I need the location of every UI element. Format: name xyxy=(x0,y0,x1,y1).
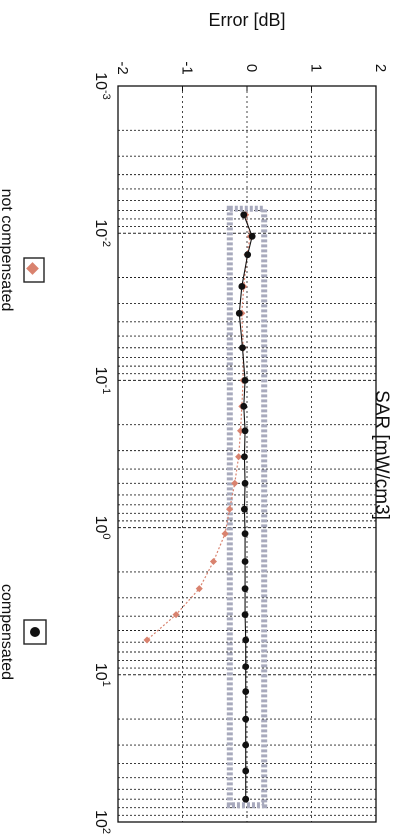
data-point-compensated xyxy=(242,715,250,723)
x-tick-exponent: 1 xyxy=(100,681,112,687)
data-point-not-compensated xyxy=(221,530,229,538)
data-point-not-compensated xyxy=(195,585,203,593)
x-tick-label: 10-3 xyxy=(92,72,112,100)
y-tick-label: 2 xyxy=(372,64,389,72)
data-point-compensated xyxy=(241,585,249,593)
x-tick-base: 10 xyxy=(92,219,109,237)
data-point-compensated xyxy=(241,530,249,538)
legend-label-not-compensated: not compensated xyxy=(0,189,15,312)
data-point-compensated xyxy=(244,251,252,259)
y-tick-label: 1 xyxy=(308,64,325,72)
data-point-compensated xyxy=(241,611,249,619)
x-tick-exponent: -1 xyxy=(100,384,112,394)
data-point-not-compensated xyxy=(231,479,239,487)
legend-marker-circle xyxy=(30,627,40,637)
data-point-compensated xyxy=(242,663,250,671)
x-tick-exponent: 2 xyxy=(100,828,112,834)
data-point-not-compensated xyxy=(226,505,234,513)
data-point-compensated xyxy=(241,453,248,461)
data-point-not-compensated xyxy=(172,611,180,619)
data-point-compensated xyxy=(241,479,249,487)
data-point-compensated xyxy=(241,558,249,565)
data-point-compensated xyxy=(242,636,250,644)
x-tick-exponent: -3 xyxy=(100,90,112,100)
x-tick-exponent: -2 xyxy=(100,237,112,247)
data-point-compensated xyxy=(241,427,249,435)
legend-not-compensated: not compensated xyxy=(0,189,45,312)
data-point-not-compensated xyxy=(235,453,243,461)
x-tick-label: 102 xyxy=(92,810,112,834)
data-point-compensated xyxy=(242,741,250,749)
x-axis-title: SAR [mW/cm3] xyxy=(371,390,392,520)
data-point-compensated xyxy=(239,344,246,352)
data-point-compensated xyxy=(242,688,250,695)
y-tick-label: -1 xyxy=(179,61,196,74)
data-point-compensated xyxy=(242,795,250,803)
data-point-not-compensated xyxy=(143,636,151,644)
data-point-compensated xyxy=(241,377,249,384)
data-point-compensated xyxy=(248,232,256,240)
data-point-compensated xyxy=(235,309,243,317)
data-point-not-compensated xyxy=(209,557,217,566)
x-tick-exponent: 0 xyxy=(100,533,112,539)
x-tick-label: 10-2 xyxy=(92,219,112,247)
uncertainty-band xyxy=(226,205,268,809)
data-point-compensated xyxy=(241,505,248,513)
data-point-compensated xyxy=(240,211,248,219)
x-tick-label: 10-1 xyxy=(92,367,112,395)
data-point-compensated xyxy=(240,402,248,410)
series-line-not-compensated xyxy=(146,214,251,641)
data-point-compensated xyxy=(238,283,246,290)
x-tick-label: 101 xyxy=(92,663,112,687)
y-axis-title: Error [dB] xyxy=(208,10,285,30)
y-tick-label: 0 xyxy=(243,64,260,72)
x-tick-base: 10 xyxy=(92,810,109,828)
legend-label-compensated: compensated xyxy=(0,584,15,680)
x-tick-label: 100 xyxy=(92,516,112,540)
x-tick-base: 10 xyxy=(92,516,109,534)
x-tick-base: 10 xyxy=(92,72,109,90)
y-tick-label: -2 xyxy=(114,61,131,74)
x-tick-base: 10 xyxy=(92,663,109,681)
data-point-compensated xyxy=(242,767,250,775)
legend-compensated: compensated xyxy=(0,584,47,680)
legend-marker-diamond xyxy=(26,262,39,275)
x-tick-base: 10 xyxy=(92,367,109,385)
